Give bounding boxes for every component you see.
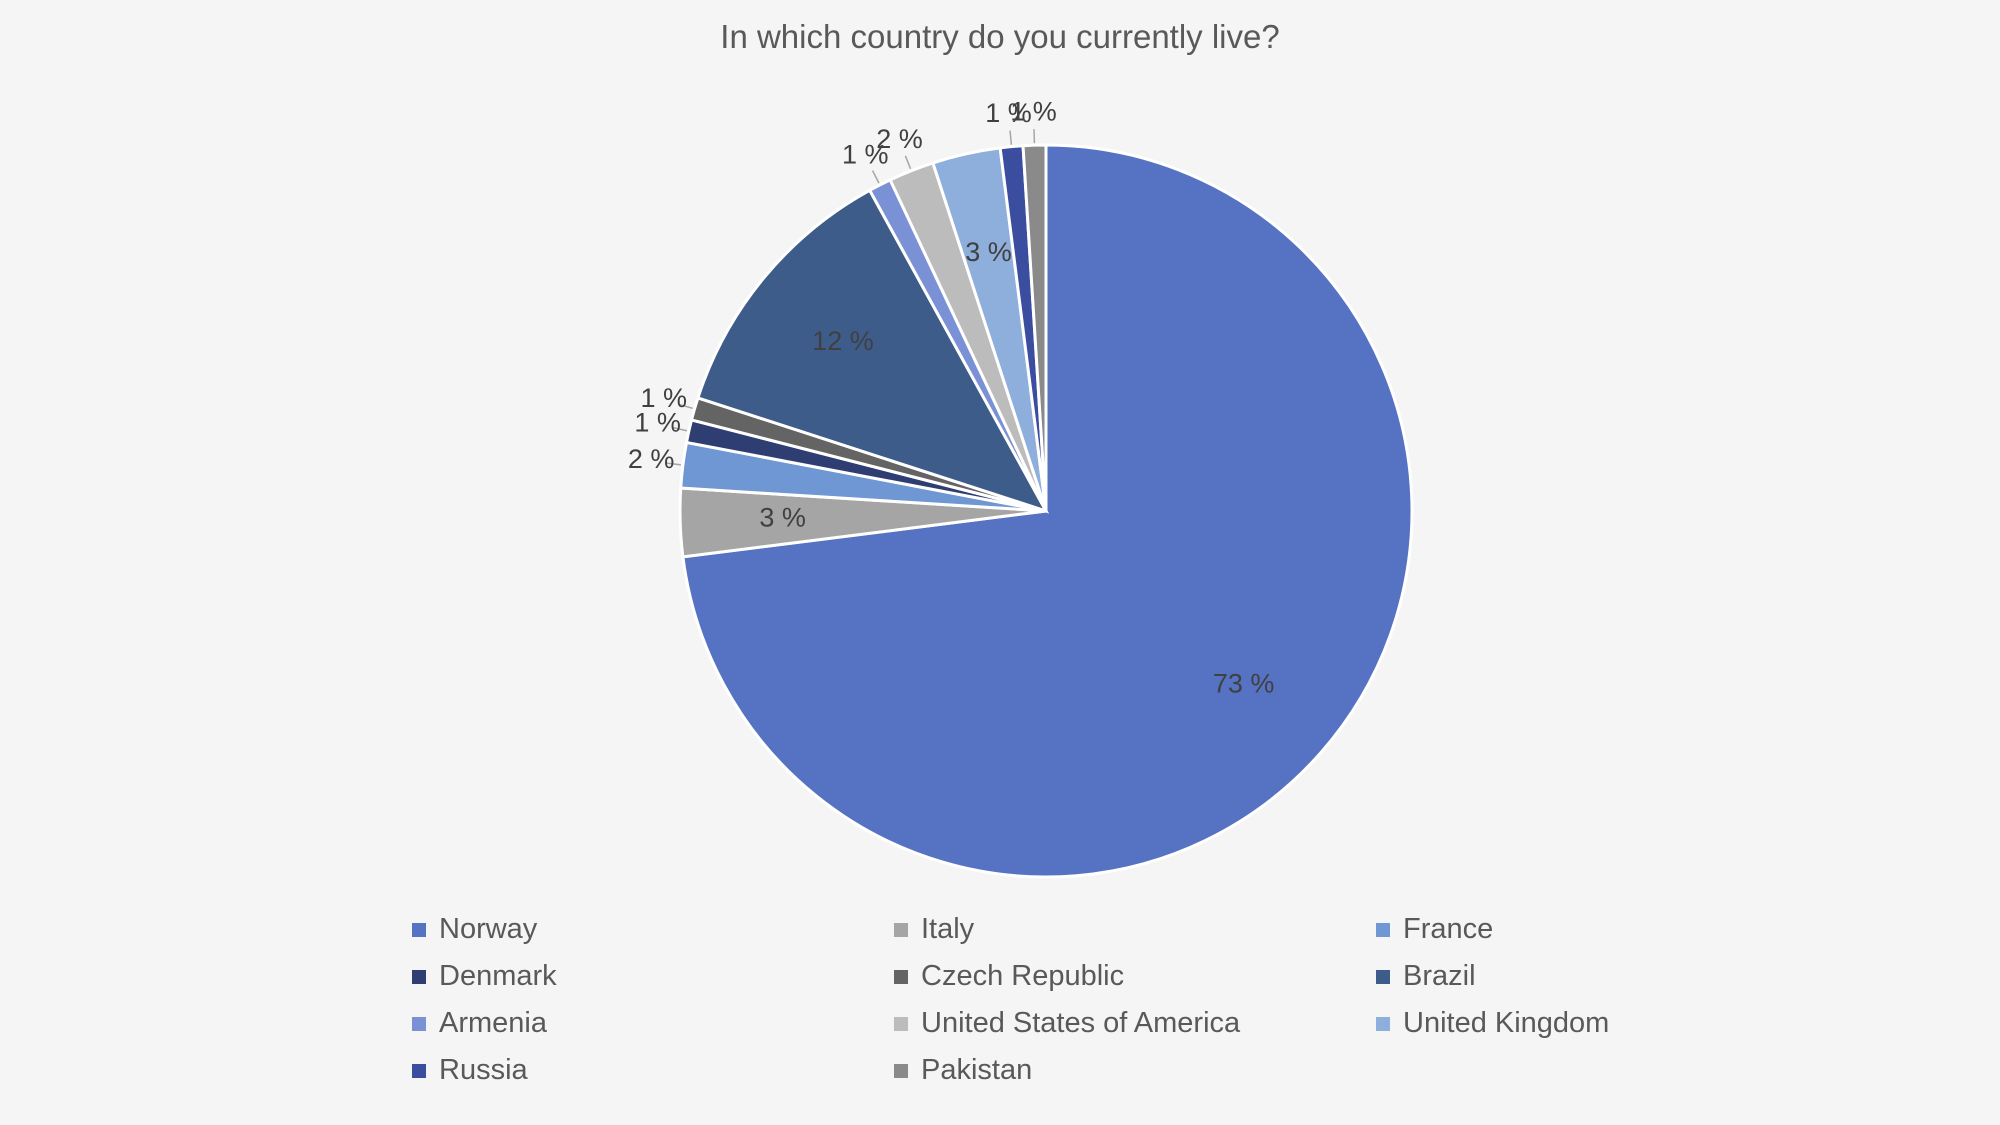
- legend-item-denmark: Denmark: [412, 959, 894, 994]
- data-label-united-kingdom: 3 %: [965, 237, 1012, 267]
- legend-swatch-czech-republic: [894, 969, 908, 984]
- legend-item-czech-republic: Czech Republic: [894, 959, 1376, 994]
- legend-swatch-france: [1376, 922, 1390, 937]
- pie-slice-brazil: [696, 188, 1050, 514]
- legend-swatch-united-kingdom: [1376, 1016, 1390, 1031]
- data-label-denmark: 1 %: [634, 407, 681, 437]
- chart-title: In which country do you currently live?: [720, 18, 1280, 55]
- legend-swatch-pakistan: [894, 1063, 908, 1078]
- legend-swatch-norway: [412, 922, 426, 937]
- chart-legend: Norway Italy France Denmark Czech Republic Br…: [412, 912, 1676, 1088]
- leader-line-armenia: [871, 170, 880, 184]
- legend-item-united-kingdom: United Kingdom: [1376, 1006, 1676, 1041]
- legend-swatch-italy: [894, 922, 908, 937]
- leader-line-czech-republic: [678, 403, 693, 410]
- data-label-pakistan: 1 %: [1010, 96, 1057, 126]
- legend-label-united-states-of-america: United States of America: [921, 1007, 1241, 1039]
- data-label-united-states-of-america: 2 %: [876, 124, 923, 154]
- legend-label-united-kingdom: United Kingdom: [1403, 1007, 1610, 1039]
- legend-item-france: France: [1376, 912, 1676, 947]
- legend-label-armenia: Armenia: [439, 1007, 547, 1039]
- data-label-czech-republic: 1 %: [641, 383, 688, 413]
- legend-item-norway: Norway: [412, 912, 894, 947]
- legend-swatch-russia: [412, 1063, 426, 1078]
- data-label-russia: 1 %: [985, 98, 1032, 128]
- legend-swatch-brazil: [1376, 969, 1390, 984]
- leader-line-russia: [1009, 130, 1013, 145]
- data-label-italy: 3 %: [759, 502, 806, 532]
- pie-slice-pakistan: [1021, 143, 1048, 512]
- legend-item-united-states-of-america: United States of America: [894, 1006, 1376, 1041]
- legend-item-russia: Russia: [412, 1053, 894, 1088]
- legend-label-italy: Italy: [921, 913, 975, 945]
- legend-label-brazil: Brazil: [1403, 960, 1476, 992]
- legend-swatch-united-states-of-america: [894, 1016, 908, 1031]
- legend-item-brazil: Brazil: [1376, 959, 1676, 994]
- data-label-brazil: 12 %: [812, 326, 874, 356]
- legend-label-france: France: [1403, 913, 1494, 945]
- legend-label-denmark: Denmark: [439, 960, 557, 992]
- leader-line-france: [666, 462, 681, 466]
- data-label-norway: 73 %: [1213, 668, 1275, 698]
- leader-line-united-states-of-america: [904, 155, 912, 170]
- legend-swatch-armenia: [412, 1016, 426, 1031]
- legend-label-pakistan: Pakistan: [921, 1054, 1033, 1086]
- legend-item-pakistan: Pakistan: [894, 1053, 1376, 1088]
- legend-label-norway: Norway: [439, 913, 538, 945]
- leader-line-denmark: [673, 426, 688, 432]
- legend-item-italy: Italy: [894, 912, 1376, 947]
- legend-swatch-denmark: [412, 969, 426, 984]
- data-label-france: 2 %: [628, 444, 675, 474]
- legend-item-armenia: Armenia: [412, 1006, 894, 1041]
- legend-label-czech-republic: Czech Republic: [921, 960, 1125, 992]
- legend-label-russia: Russia: [439, 1054, 528, 1086]
- data-label-armenia: 1 %: [842, 140, 889, 170]
